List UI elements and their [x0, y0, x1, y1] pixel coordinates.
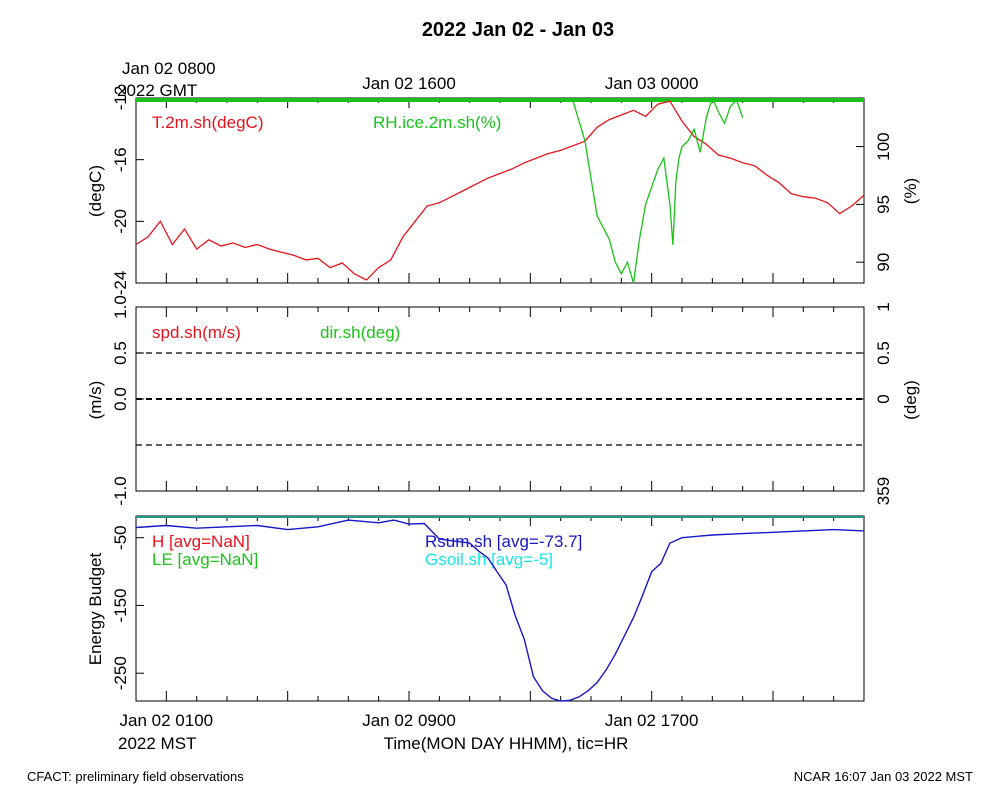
y2-axis-label-wind-direction: (deg) [901, 380, 920, 420]
chart-title: 2022 Jan 02 - Jan 03 [422, 19, 614, 41]
y-tick-label-energy: -150 [111, 588, 130, 622]
y-axis-label-wind-speed: (m/s) [86, 381, 105, 420]
y2-axis-label-rh: (%) [901, 178, 920, 204]
bottom-axis-tick-label: Jan 02 1700 [605, 711, 699, 730]
top-axis-tick-label: Jan 02 1600 [362, 74, 456, 93]
footer-left: CFACT: preliminary field observations [27, 769, 244, 784]
legend-latent-heat: LE [avg=NaN] [152, 550, 258, 569]
series-rh-ice-line [572, 96, 744, 284]
y2-tick-label-rh: 90 [874, 253, 893, 272]
y-tick-label-energy: -250 [111, 656, 130, 690]
y-tick-label-wind-speed: 1.0 [111, 295, 130, 319]
footer-right: NCAR 16:07 Jan 03 2022 MST [794, 769, 973, 784]
legend-rh-ice: RH.ice.2m.sh(%) [373, 113, 501, 132]
legend-sensible-heat: H [avg=NaN] [152, 532, 250, 551]
y-tick-label-temperature: -20 [111, 209, 130, 234]
bottom-axis-title: Time(MON DAY HHMM), tic=HR [384, 734, 629, 753]
bottom-axis-zone: 2022 MST [118, 734, 196, 753]
y-tick-label-wind-speed: 0.0 [111, 387, 130, 411]
top-axis-zone-line1: Jan 02 0800 [122, 59, 216, 78]
y2-tick-label-rh: 95 [874, 195, 893, 214]
legend-wind-speed: spd.sh(m/s) [152, 323, 241, 342]
y-tick-label-temperature: -16 [111, 147, 130, 172]
legend-temperature: T.2m.sh(degC) [152, 113, 263, 132]
y2-tick-label-wind-direction: 0.5 [874, 341, 893, 365]
series-rsum-line [135, 519, 865, 702]
y2-tick-label-rh: 100 [874, 132, 893, 160]
rh-saturation-band [136, 98, 864, 102]
y-tick-label-energy: -50 [111, 525, 130, 550]
series-temperature-line [135, 100, 865, 281]
y-tick-label-temperature: -12 [111, 86, 130, 111]
legend-rsum: Rsum.sh [avg=-73.7] [425, 532, 582, 551]
legend-wind-direction: dir.sh(deg) [320, 323, 400, 342]
y2-tick-label-wind-direction: 359 [874, 477, 893, 505]
top-axis-tick-label: Jan 03 0000 [605, 74, 699, 93]
y-tick-label-wind-speed: 0.5 [111, 341, 130, 365]
y-axis-label-temperature: (degC) [86, 165, 105, 217]
bottom-axis-tick-label: Jan 02 0900 [362, 711, 456, 730]
y2-tick-label-wind-direction: 0 [874, 394, 893, 403]
y2-tick-label-wind-direction: 1 [874, 302, 893, 311]
y-tick-label-wind-speed: -1.0 [111, 476, 130, 505]
top-axis-zone-line2: 2022 GMT [117, 81, 197, 100]
y-axis-label-energy: Energy Budget [86, 552, 105, 665]
bottom-axis-tick-label: Jan 02 0100 [120, 711, 214, 730]
y-tick-label-temperature: -24 [111, 271, 130, 296]
